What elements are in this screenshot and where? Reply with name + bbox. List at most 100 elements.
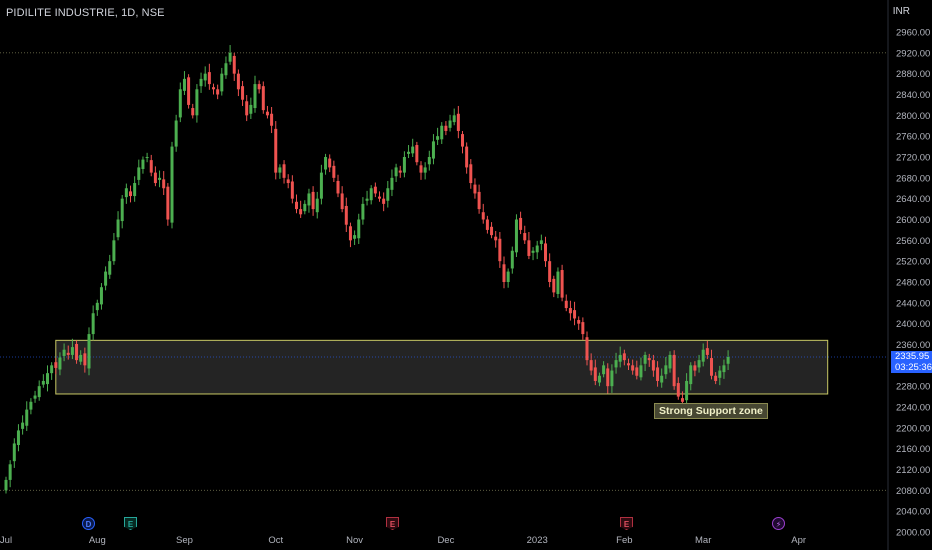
earnings-event-icon-3[interactable]: E [620, 517, 633, 530]
candle-body-167 [697, 360, 701, 368]
candle-body-103 [431, 141, 435, 159]
candle-body-94 [394, 167, 398, 177]
symbol-title: PIDILITE INDUSTRIE, 1D, NSE [6, 7, 165, 19]
earnings-event-icon-2[interactable]: E [386, 517, 399, 530]
candle-body-65 [274, 128, 278, 173]
candle-body-28 [120, 198, 124, 222]
candle-body-159 [664, 365, 668, 375]
candle-body-132 [552, 278, 556, 293]
candle-body-23 [99, 287, 103, 305]
candle-body-127 [531, 250, 535, 253]
candle-body-151 [631, 365, 635, 371]
candle-body-53 [224, 63, 228, 76]
y-tick-label-21: 2120.00 [896, 465, 930, 476]
candle-body-72 [303, 203, 307, 212]
candle-body-114 [477, 191, 481, 210]
x-tick-label-5: Dec [437, 535, 454, 546]
candle-body-170 [710, 358, 713, 376]
candle-body-86 [361, 203, 365, 220]
candle-body-30 [129, 191, 132, 197]
candle-body-117 [490, 226, 494, 236]
candle-body-135 [564, 300, 568, 309]
candle-body-88 [369, 188, 373, 201]
split-event-icon[interactable]: ⚡ [772, 517, 785, 530]
candle-body-15 [66, 352, 70, 355]
candle-body-98 [411, 146, 415, 154]
candle-body-48 [203, 73, 207, 81]
x-tick-label-0: Jul [0, 535, 12, 546]
candle-body-166 [693, 365, 697, 371]
candle-body-122 [510, 250, 514, 269]
x-tick-label-6: 2023 [527, 535, 548, 546]
candle-body-82 [344, 205, 348, 225]
candle-body-70 [295, 201, 298, 210]
y-tick-label-23: 2040.00 [896, 507, 930, 518]
candle-body-130 [544, 243, 547, 262]
candle-body-49 [207, 72, 211, 85]
candle-body-57 [241, 86, 245, 100]
candle-body-63 [265, 111, 269, 116]
candle-body-29 [124, 188, 128, 198]
candle-body-47 [199, 78, 203, 87]
candle-body-20 [87, 334, 91, 369]
candle-body-6 [29, 401, 33, 410]
candle-body-45 [191, 108, 195, 116]
candle-body-76 [319, 172, 323, 199]
candle-body-137 [573, 310, 577, 319]
candle-body-73 [307, 193, 311, 206]
candle-body-120 [502, 264, 506, 282]
candle-body-93 [390, 177, 394, 190]
candle-body-46 [195, 89, 199, 116]
candle-body-92 [386, 188, 390, 201]
support-zone-label: Strong Support zone [654, 403, 768, 419]
y-tick-label-15: 2360.00 [896, 340, 930, 351]
candle-body-154 [643, 354, 647, 364]
y-tick-label-19: 2200.00 [896, 423, 930, 434]
candle-body-31 [133, 183, 137, 197]
y-tick-label-2: 2880.00 [896, 69, 930, 80]
candle-body-61 [257, 84, 261, 90]
candle-body-22 [95, 302, 99, 311]
candle-body-109 [456, 113, 460, 131]
candle-body-104 [436, 136, 440, 140]
x-tick-label-3: Oct [268, 535, 283, 546]
y-tick-label-18: 2240.00 [896, 403, 930, 414]
candle-body-125 [523, 233, 527, 241]
candle-body-139 [581, 322, 585, 335]
candle-body-145 [606, 368, 610, 387]
candle-body-150 [627, 363, 630, 366]
y-tick-label-3: 2840.00 [896, 90, 930, 101]
candle-body-0 [4, 479, 8, 491]
candle-body-171 [714, 375, 718, 381]
candle-body-12 [54, 362, 58, 368]
earnings-event-icon-1[interactable]: E [124, 517, 137, 530]
candle-body-54 [228, 52, 232, 62]
candle-body-74 [311, 191, 315, 210]
candle-body-66 [278, 167, 282, 173]
candle-body-106 [444, 125, 448, 131]
y-tick-label-14: 2400.00 [896, 319, 930, 330]
candle-body-40 [170, 146, 174, 223]
candle-body-51 [216, 89, 220, 95]
y-tick-label-1: 2920.00 [896, 48, 930, 59]
candle-body-38 [162, 179, 166, 189]
candle-body-60 [253, 84, 257, 109]
candle-body-89 [373, 186, 377, 194]
candle-body-162 [676, 383, 680, 397]
x-tick-label-9: Apr [791, 535, 806, 546]
candle-body-35 [149, 160, 153, 173]
candle-body-67 [282, 164, 286, 178]
candle-body-16 [70, 347, 74, 355]
dividend-event-icon[interactable]: D [82, 517, 95, 530]
y-tick-label-7: 2680.00 [896, 173, 930, 184]
candle-body-55 [232, 55, 236, 74]
candle-body-172 [718, 370, 722, 378]
candle-body-141 [589, 360, 593, 371]
candle-body-4 [21, 422, 25, 429]
candle-body-42 [178, 89, 182, 118]
y-tick-label-22: 2080.00 [896, 486, 930, 497]
bar-countdown-label: 03:25:36 [891, 362, 932, 373]
candle-body-11 [50, 365, 54, 374]
candle-body-121 [506, 271, 510, 282]
